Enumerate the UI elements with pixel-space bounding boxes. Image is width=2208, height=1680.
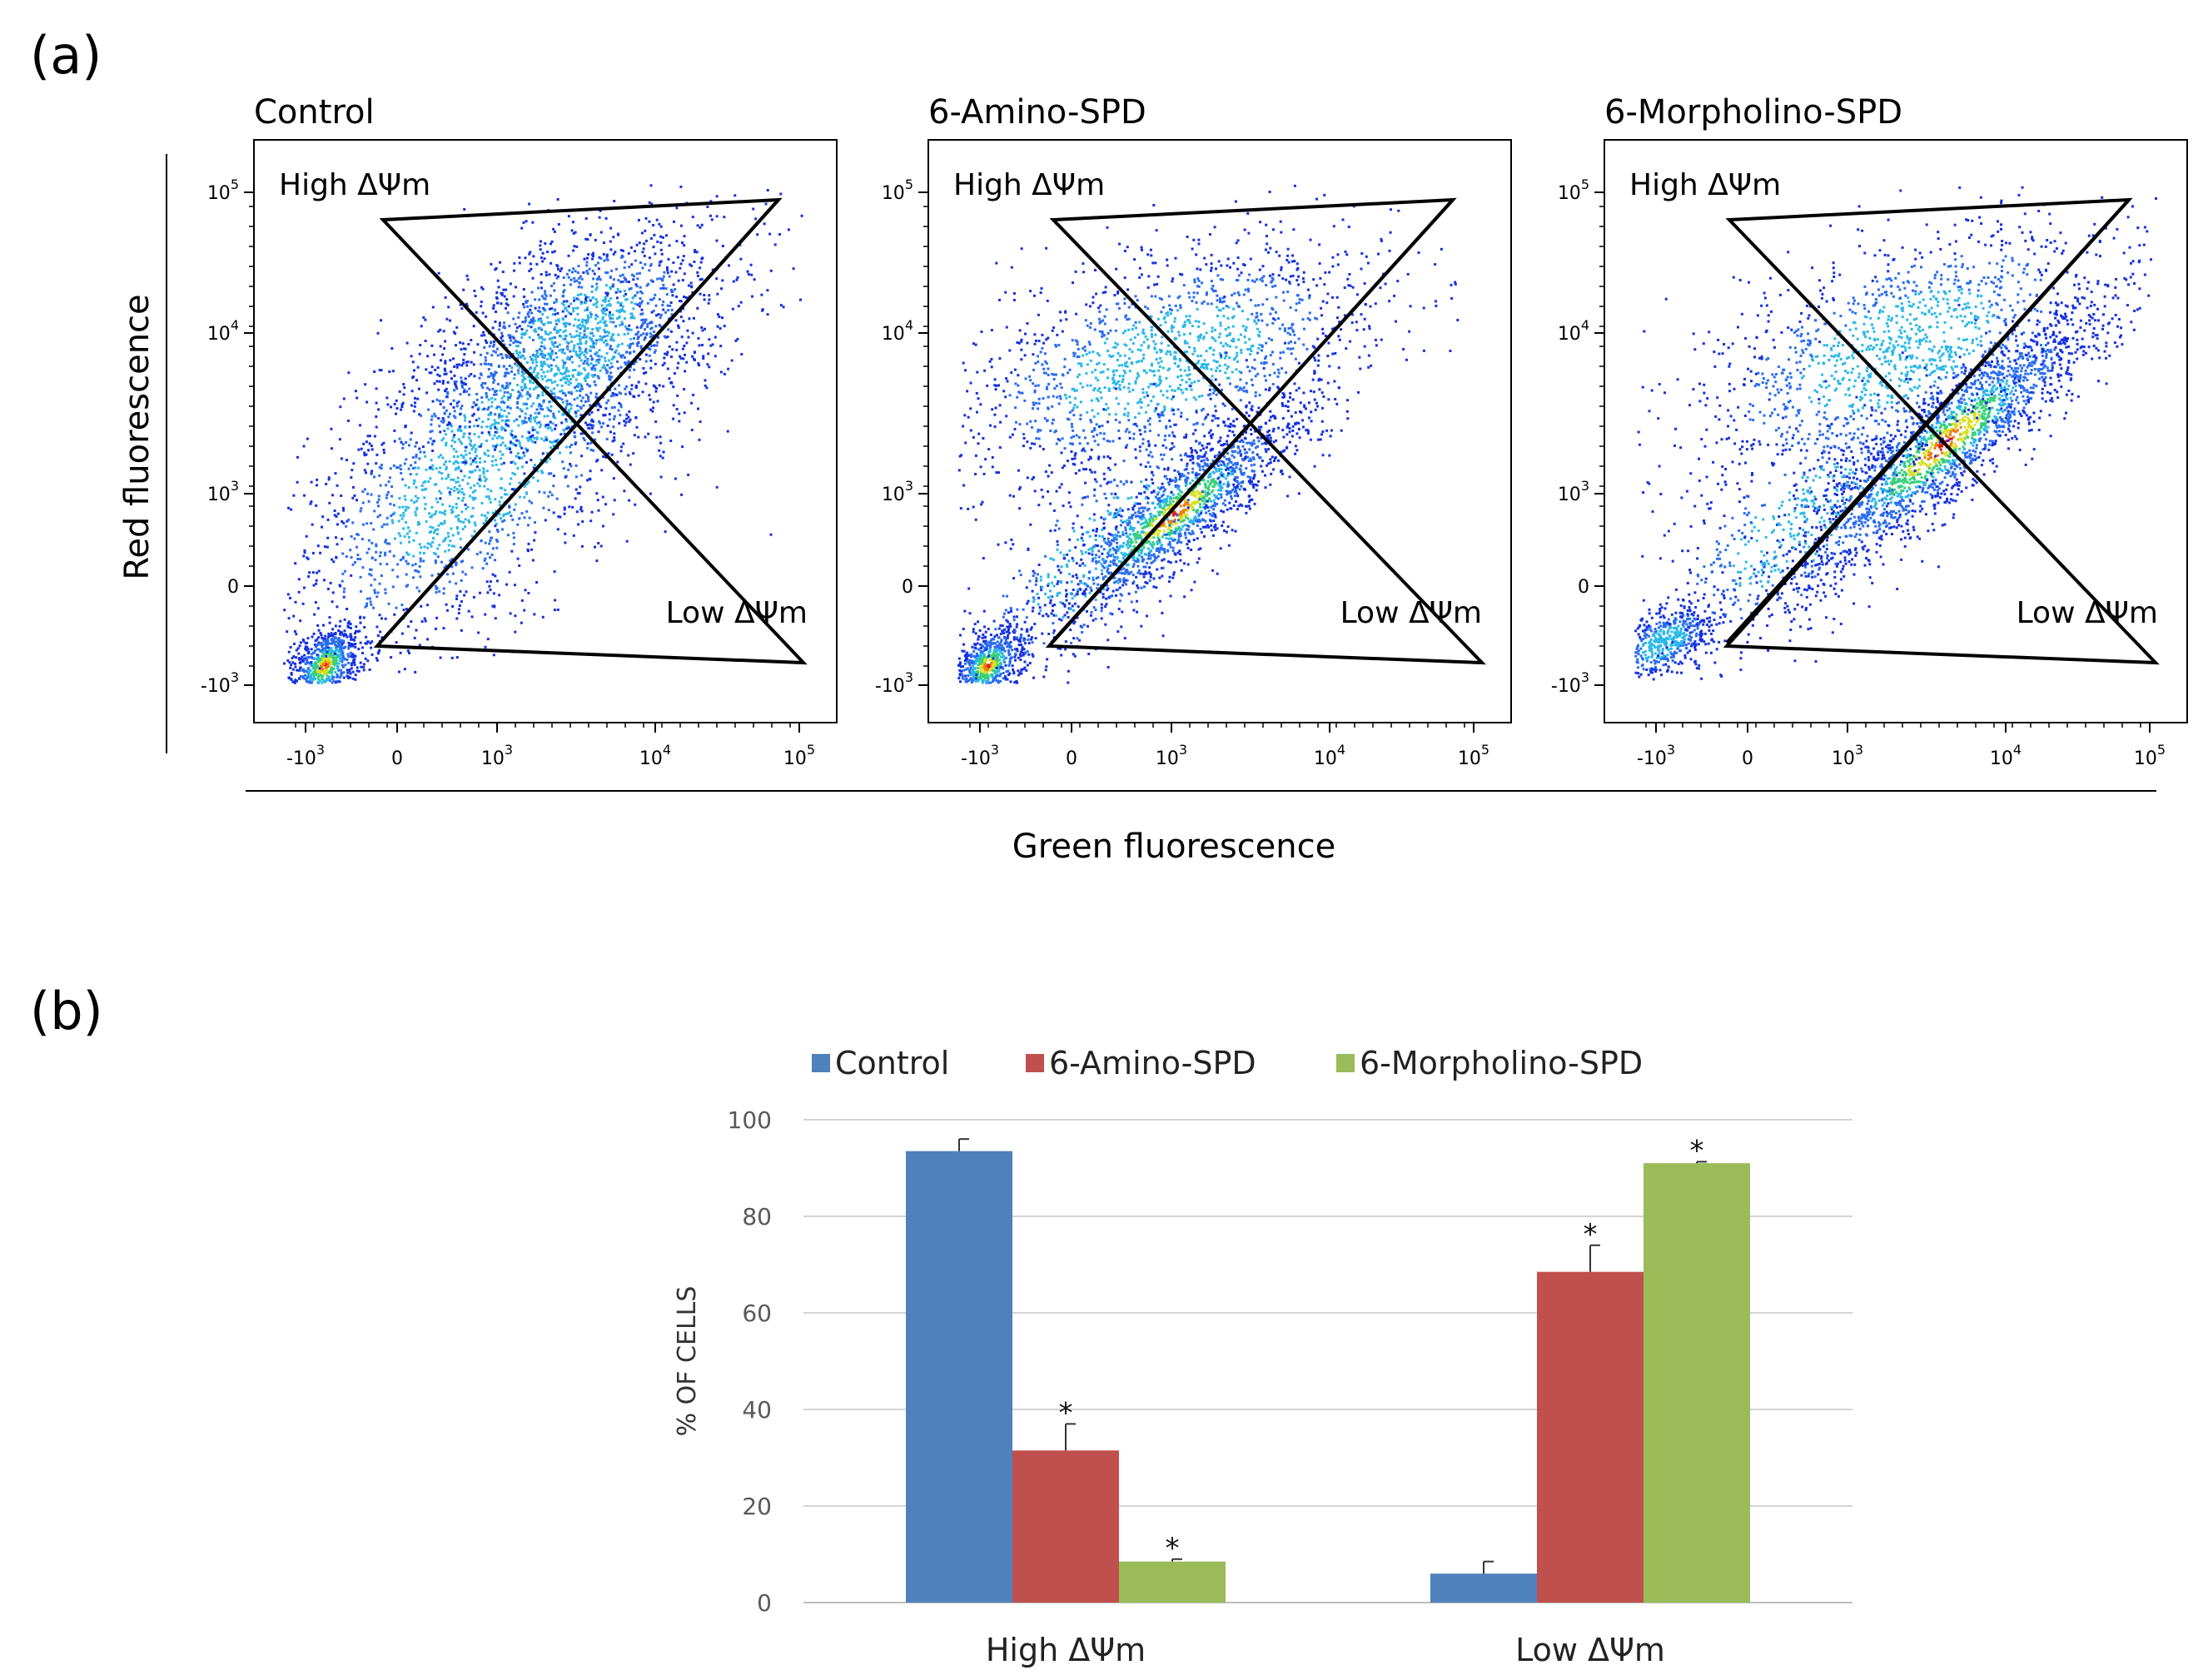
bar <box>1430 1573 1537 1603</box>
panel-a-label: (a) <box>30 25 102 86</box>
gate-outline <box>1045 197 1486 665</box>
flow-plot: Control High ΔΨm Low ΔΨm 105 104 103 0 -103 -103… <box>201 93 838 769</box>
flow-cytometry-plots: Control High ΔΨm Low ΔΨm 105 104 103 0 -103 -103… <box>201 93 2188 769</box>
y-tick-label: 60 <box>742 1300 772 1327</box>
plot-title: Control <box>254 93 375 132</box>
gate-divider <box>1725 198 2131 644</box>
bar <box>1644 1163 1750 1603</box>
y-tick-label: 105 <box>207 176 239 204</box>
y-tick-label: 0 <box>1578 577 1589 598</box>
y-tick-label: 0 <box>757 1589 772 1617</box>
bar <box>1537 1271 1644 1603</box>
y-tick-label: 105 <box>882 176 913 204</box>
y-tick-label: 80 <box>742 1203 772 1230</box>
gate-outline <box>373 197 808 665</box>
y-tick-label: 40 <box>742 1396 772 1424</box>
y-tick-label: 105 <box>1558 176 1589 204</box>
gate-divider <box>1050 198 1455 644</box>
significance-marker: * <box>1059 1396 1073 1429</box>
density-scatter <box>1634 186 2157 681</box>
legend-swatch <box>1336 1054 1355 1072</box>
low-potential-label: Low ΔΨm <box>666 596 808 630</box>
panel-a-ylabel: Red fluorescence <box>118 294 157 579</box>
y-tick-label: 103 <box>882 478 913 505</box>
bar <box>906 1151 1012 1603</box>
y-tick-label: 103 <box>1558 478 1589 505</box>
x-tick-label: 104 <box>1990 742 2022 769</box>
legend-label: 6-Morpholino-SPD <box>1360 1045 1643 1081</box>
significance-marker: * <box>1166 1532 1180 1565</box>
x-tick-label: 104 <box>639 742 671 769</box>
x-tick-label: 105 <box>2134 742 2166 769</box>
bar <box>1119 1561 1226 1603</box>
flow-plot: 6-Amino-SPD High ΔΨm Low ΔΨm 105 104 103 0 -103… <box>875 93 1512 769</box>
y-tick-label: -103 <box>1551 669 1589 697</box>
panel-b-label: (b) <box>30 981 103 1041</box>
x-tick-label: 103 <box>481 742 513 769</box>
y-tick-label: 0 <box>902 577 913 598</box>
low-potential-label: Low ΔΨm <box>1340 596 1482 630</box>
y-tick-label: -103 <box>875 669 913 697</box>
x-tick-label: 0 <box>391 748 403 769</box>
y-tick-label: 104 <box>207 317 239 345</box>
gate-divider <box>381 198 780 641</box>
flow-plot: 6-Morpholino-SPD High ΔΨm Low ΔΨm 105 104 103… <box>1551 93 2188 769</box>
y-axis-label: % OF CELLS <box>673 1286 702 1437</box>
y-tick-label: 104 <box>1558 317 1589 345</box>
x-tick-label: 105 <box>783 742 815 769</box>
high-potential-label: High ΔΨm <box>279 168 430 202</box>
x-tick-label: 0 <box>1066 748 1077 769</box>
legend-swatch <box>812 1054 830 1072</box>
legend-swatch <box>1026 1054 1044 1072</box>
low-potential-label: Low ΔΨm <box>2017 596 2158 630</box>
plot-title: 6-Morpholino-SPD <box>1604 93 1902 132</box>
x-tick-label: 104 <box>1314 742 1345 769</box>
x-category-label: Low ΔΨm <box>1515 1632 1665 1668</box>
panel-a-xlabel: Green fluorescence <box>1012 828 1335 866</box>
y-tick-label: 0 <box>227 577 239 598</box>
x-tick-label: -103 <box>961 742 999 769</box>
y-tick-label: 20 <box>742 1493 772 1520</box>
legend-label: 6-Amino-SPD <box>1049 1045 1256 1081</box>
x-category-label: High ΔΨm <box>986 1632 1146 1668</box>
y-tick-label: 103 <box>207 478 239 505</box>
significance-marker: * <box>1584 1218 1598 1251</box>
x-tick-label: -103 <box>1637 742 1675 769</box>
plot-title: 6-Amino-SPD <box>928 93 1146 132</box>
plot-frame <box>253 139 838 723</box>
x-tick-label: -103 <box>286 742 325 769</box>
density-scatter <box>283 184 803 684</box>
x-tick-label: 103 <box>1156 742 1187 769</box>
bar <box>1012 1450 1119 1603</box>
y-tick-label: 104 <box>882 317 913 345</box>
plot-frame <box>927 139 1512 723</box>
x-tick-label: 0 <box>1742 748 1753 769</box>
significance-marker: * <box>1690 1134 1704 1167</box>
x-tick-label: 103 <box>1832 742 1863 769</box>
high-potential-label: High ΔΨm <box>1629 168 1781 202</box>
high-potential-label: High ΔΨm <box>953 168 1105 202</box>
legend-label: Control <box>835 1045 949 1081</box>
y-tick-label: 100 <box>728 1106 772 1134</box>
y-tick-label: -103 <box>201 669 239 697</box>
bar-chart: 0 20 40 60 80 100 % OF CELLS Control 6-Amino-SPD… <box>673 1045 1852 1668</box>
gate-outline <box>1723 197 2160 665</box>
x-tick-label: 105 <box>1458 742 1489 769</box>
plot-frame <box>1604 139 2188 723</box>
